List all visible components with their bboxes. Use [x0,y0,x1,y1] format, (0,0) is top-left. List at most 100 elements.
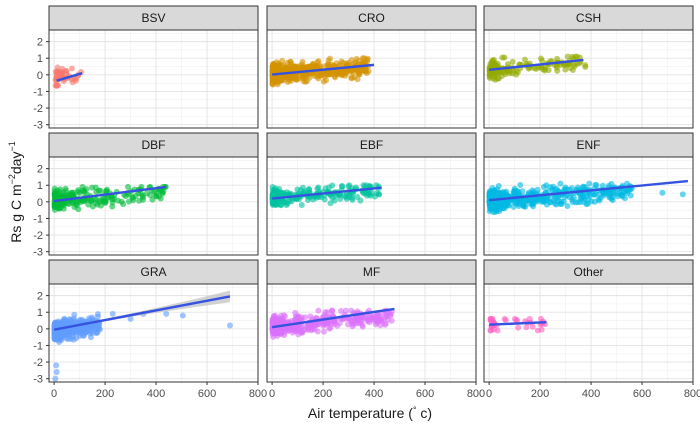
panel-border [483,156,694,256]
data-point [273,315,280,322]
facet-panel-cro: CRO [266,5,477,129]
data-point [372,321,379,328]
data-point [523,324,530,331]
data-point [534,186,541,193]
facet-panel-gra: GRA -3 -2 -1 0 1 2 0 200 400 600 800 [33,259,267,400]
data-point [299,184,306,191]
data-point [57,330,64,337]
data-point [308,327,315,334]
panel-background [49,30,258,128]
data-point [285,77,292,84]
data-point [354,76,361,83]
data-point [93,196,100,203]
y-axis-label-main: Rs g C m [8,184,24,242]
y-axis-label-exp2: −1 [7,141,17,151]
data-point [537,55,544,62]
data-point [88,184,95,191]
x-tick-label: 600 [633,388,651,400]
data-point [70,199,77,206]
y-tick-label: 2 [37,37,43,49]
data-points [51,310,233,382]
y-tick-label: 1 [37,53,43,65]
facet-strip-label: MF [363,265,380,279]
facet-strip-label: CRO [358,11,385,25]
data-point [163,310,170,317]
x-axis-label-prefix: Air temperature ( [308,405,413,421]
data-point [517,182,524,189]
data-point [345,194,352,201]
data-point [309,64,316,71]
data-point [357,197,364,204]
data-point [75,188,82,195]
panel-background [267,157,476,255]
data-point [78,329,85,336]
data-point [327,55,334,62]
data-point [332,70,339,77]
facet-strip-label: DBF [142,138,166,152]
data-point [52,375,59,382]
data-point [68,65,75,72]
data-point [562,184,569,191]
y-axis-label-mid: day [8,152,24,175]
facet-panel-enf: ENF [483,132,694,256]
data-point [503,188,510,195]
data-point [370,315,377,322]
data-point [136,197,143,204]
facet-panel-csh: CSH [483,5,694,129]
data-point [564,203,571,210]
data-point [549,186,556,193]
data-point [274,77,281,84]
data-point [87,197,94,204]
data-point [126,198,133,205]
panel-border [266,156,477,256]
data-point [139,192,146,199]
data-point [342,307,349,314]
data-point [305,186,312,193]
data-point [386,310,393,317]
facet-panel-dbf: DBF -3 -2 -1 0 1 2 [33,132,259,259]
data-point [358,314,365,321]
data-point [545,67,552,74]
data-point [89,203,96,210]
data-point [368,190,375,197]
x-tick-label: 800 [467,388,485,400]
facet-strip [48,259,259,285]
data-point [110,195,117,202]
data-point [588,198,595,205]
data-point [72,77,79,84]
x-axis-label-degree: ° [413,405,417,415]
trend-line [271,307,395,329]
data-point [56,339,63,346]
data-point [69,331,76,338]
data-point [659,189,666,196]
panel-border [48,283,259,383]
data-point [599,182,606,189]
y-tick-label: -1 [33,213,43,225]
data-point [322,70,329,77]
x-tick-label: 800 [684,388,700,400]
x-tick-label: 0 [269,388,275,400]
panel-background [49,157,258,255]
x-axis-label: Air temperature (° c) [308,405,432,421]
data-point [557,180,564,187]
data-point [315,58,322,65]
trend-line [271,186,382,200]
facet-strip-label: ENF [577,138,601,152]
data-point [488,200,495,207]
trend-line [271,63,375,76]
data-point [295,72,302,79]
data-point [53,369,60,376]
data-point [499,54,506,61]
data-point [338,71,345,78]
facet-strip [266,5,477,31]
data-point [138,183,145,190]
data-point [122,193,129,200]
data-point [87,330,94,337]
y-tick-label: 0 [37,197,43,209]
facet-strip-label: GRA [140,265,166,279]
data-point [679,191,686,198]
data-point [547,199,554,206]
data-point [62,185,69,192]
